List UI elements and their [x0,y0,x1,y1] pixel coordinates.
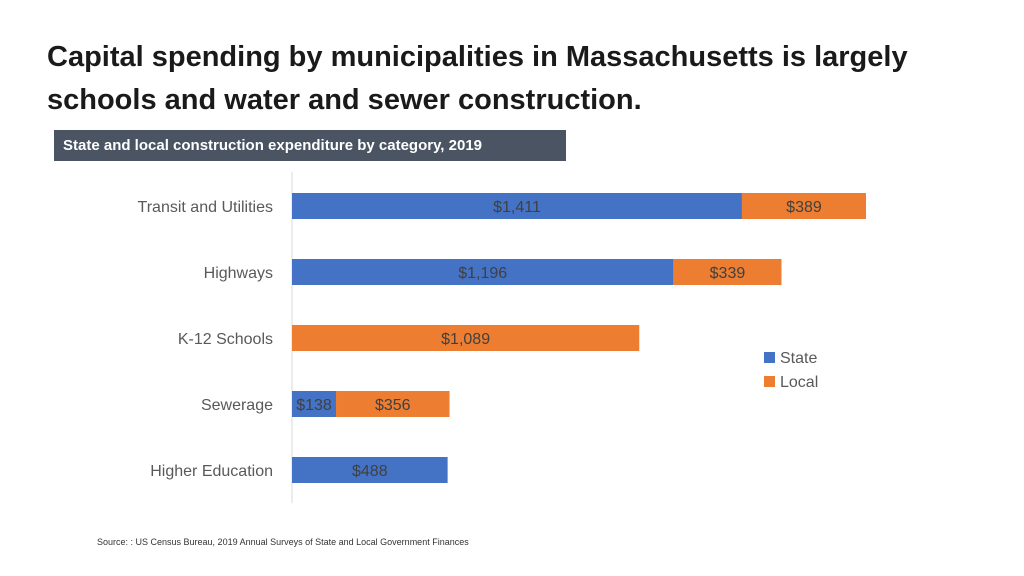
bar-state [292,457,448,483]
chart-subtitle: State and local construction expenditure… [54,130,566,161]
legend-swatch-state [764,352,775,363]
data-label: $356 [375,397,411,414]
legend-swatch-local [764,376,775,387]
data-label: $1,196 [458,265,507,282]
bar-local [336,391,450,417]
data-label: $138 [296,397,332,414]
legend-label-state: State [780,350,817,367]
category-label: Higher Education [150,463,273,480]
bar-local [673,259,782,285]
source-note: Source: : US Census Bureau, 2019 Annual … [97,537,469,547]
data-label: $1,411 [493,199,541,216]
bar-local [741,193,866,219]
category-label: Highways [204,265,273,282]
bar-state [292,193,742,219]
category-label: K-12 Schools [178,331,273,348]
bar-state [292,391,337,417]
category-label: Transit and Utilities [138,199,273,216]
bar-local [292,325,640,351]
legend-label-local: Local [780,374,818,391]
data-label: $339 [710,265,746,282]
data-label: $389 [786,199,822,216]
page-title: Capital spending by municipalities in Ma… [47,41,908,116]
category-label: Sewerage [201,397,273,414]
data-label: $1,089 [441,331,490,348]
bar-state [292,259,674,285]
data-label: $488 [352,463,388,480]
